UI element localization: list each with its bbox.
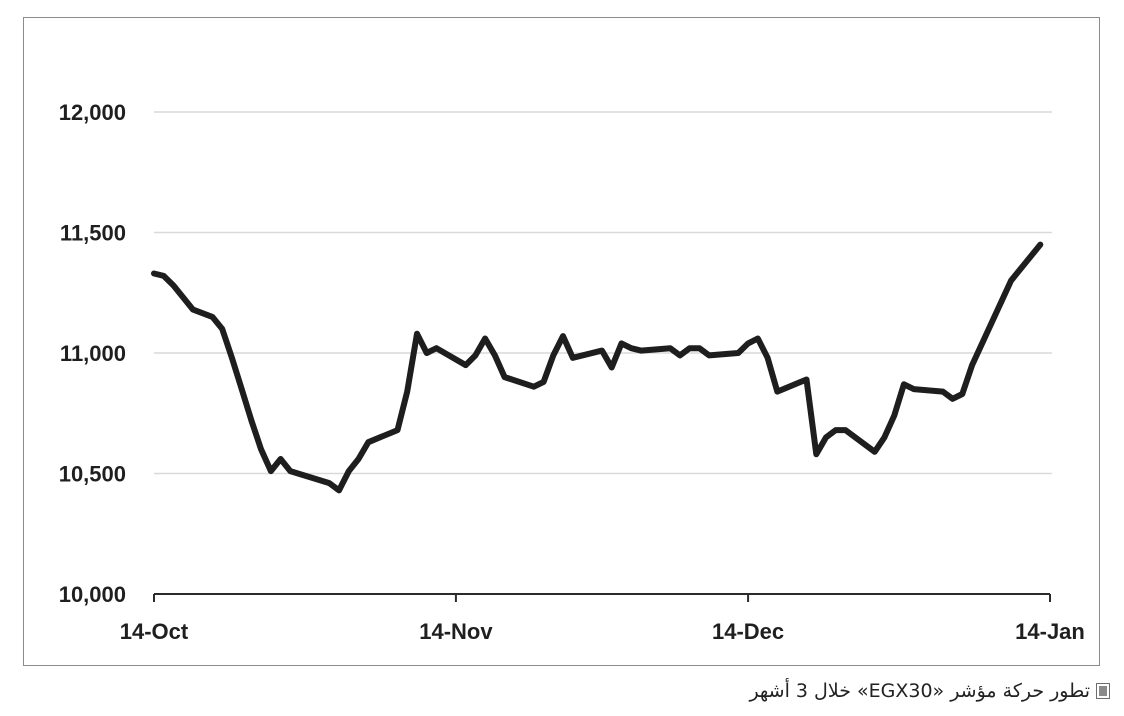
chart-frame: 10,000 10,500 11,000 11,500 12,000 14-Oct 14-… [23,17,1100,666]
x-axis-labels: 14-Oct 14-Nov 14-Dec 14-Jan [120,619,1085,644]
y-axis-labels: 10,000 10,500 11,000 11,500 12,000 [59,100,126,607]
figure-caption: تطور حركة مؤشر «EGX30» خلال 3 أشهر [749,676,1110,706]
x-tick-label: 14-Nov [419,619,493,644]
y-tick-label: 10,000 [59,582,126,607]
x-axis [153,593,1051,602]
gridlines [154,111,1052,475]
x-tick-label: 14-Oct [120,619,189,644]
series-line [151,241,1044,494]
series-layer [151,241,1044,494]
y-tick-label: 12,000 [59,100,126,125]
caption-text: تطور حركة مؤشر «EGX30» خلال 3 أشهر [749,680,1090,702]
y-tick-label: 11,500 [60,221,126,246]
x-tick-label: 14-Dec [712,619,784,644]
document-icon [1096,683,1110,699]
y-tick-label: 10,500 [59,462,126,487]
x-tick-label: 14-Jan [1015,619,1085,644]
y-tick-label: 11,000 [60,341,126,366]
